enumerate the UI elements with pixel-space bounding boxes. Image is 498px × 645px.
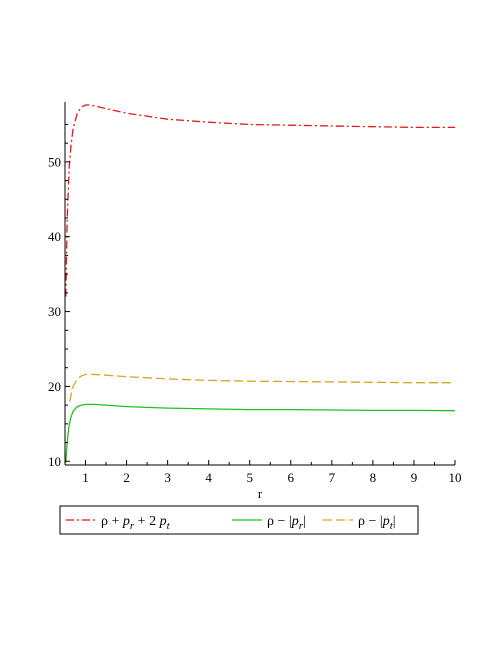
series-line-3 [69, 373, 455, 402]
x-tick-label: 2 [123, 470, 130, 485]
x-axis: 1 2 3 4 5 6 7 8 9 10 [65, 460, 462, 485]
y-tick-label: 30 [48, 304, 61, 319]
legend-label-3: ρ − |pt| [358, 514, 396, 532]
x-tick-label: 6 [288, 470, 295, 485]
plot-area [65, 104, 456, 463]
series-line-1 [65, 104, 455, 297]
y-tick-label: 40 [48, 229, 61, 244]
x-tick-label: 10 [449, 470, 462, 485]
legend: ρ + pr + 2 pt ρ − |pr| ρ − |pt| [59, 505, 419, 535]
y-tick-label: 10 [48, 454, 61, 469]
x-tick-label: 3 [164, 470, 171, 485]
x-tick-label: 7 [329, 470, 336, 485]
legend-label-2: ρ − |pr| [267, 514, 306, 532]
x-tick-label: 5 [246, 470, 253, 485]
y-tick-label: 50 [48, 154, 61, 169]
series-line-2 [65, 403, 456, 463]
y-axis: 10 20 30 40 50 [48, 102, 70, 469]
legend-label-1: ρ + pr + 2 pt [101, 514, 171, 532]
x-tick-label: 4 [205, 470, 212, 485]
x-tick-label: 9 [411, 470, 418, 485]
x-tick-label: 8 [370, 470, 377, 485]
x-tick-label: 1 [82, 470, 89, 485]
y-tick-label: 20 [48, 379, 61, 394]
x-axis-title: r [258, 486, 263, 501]
